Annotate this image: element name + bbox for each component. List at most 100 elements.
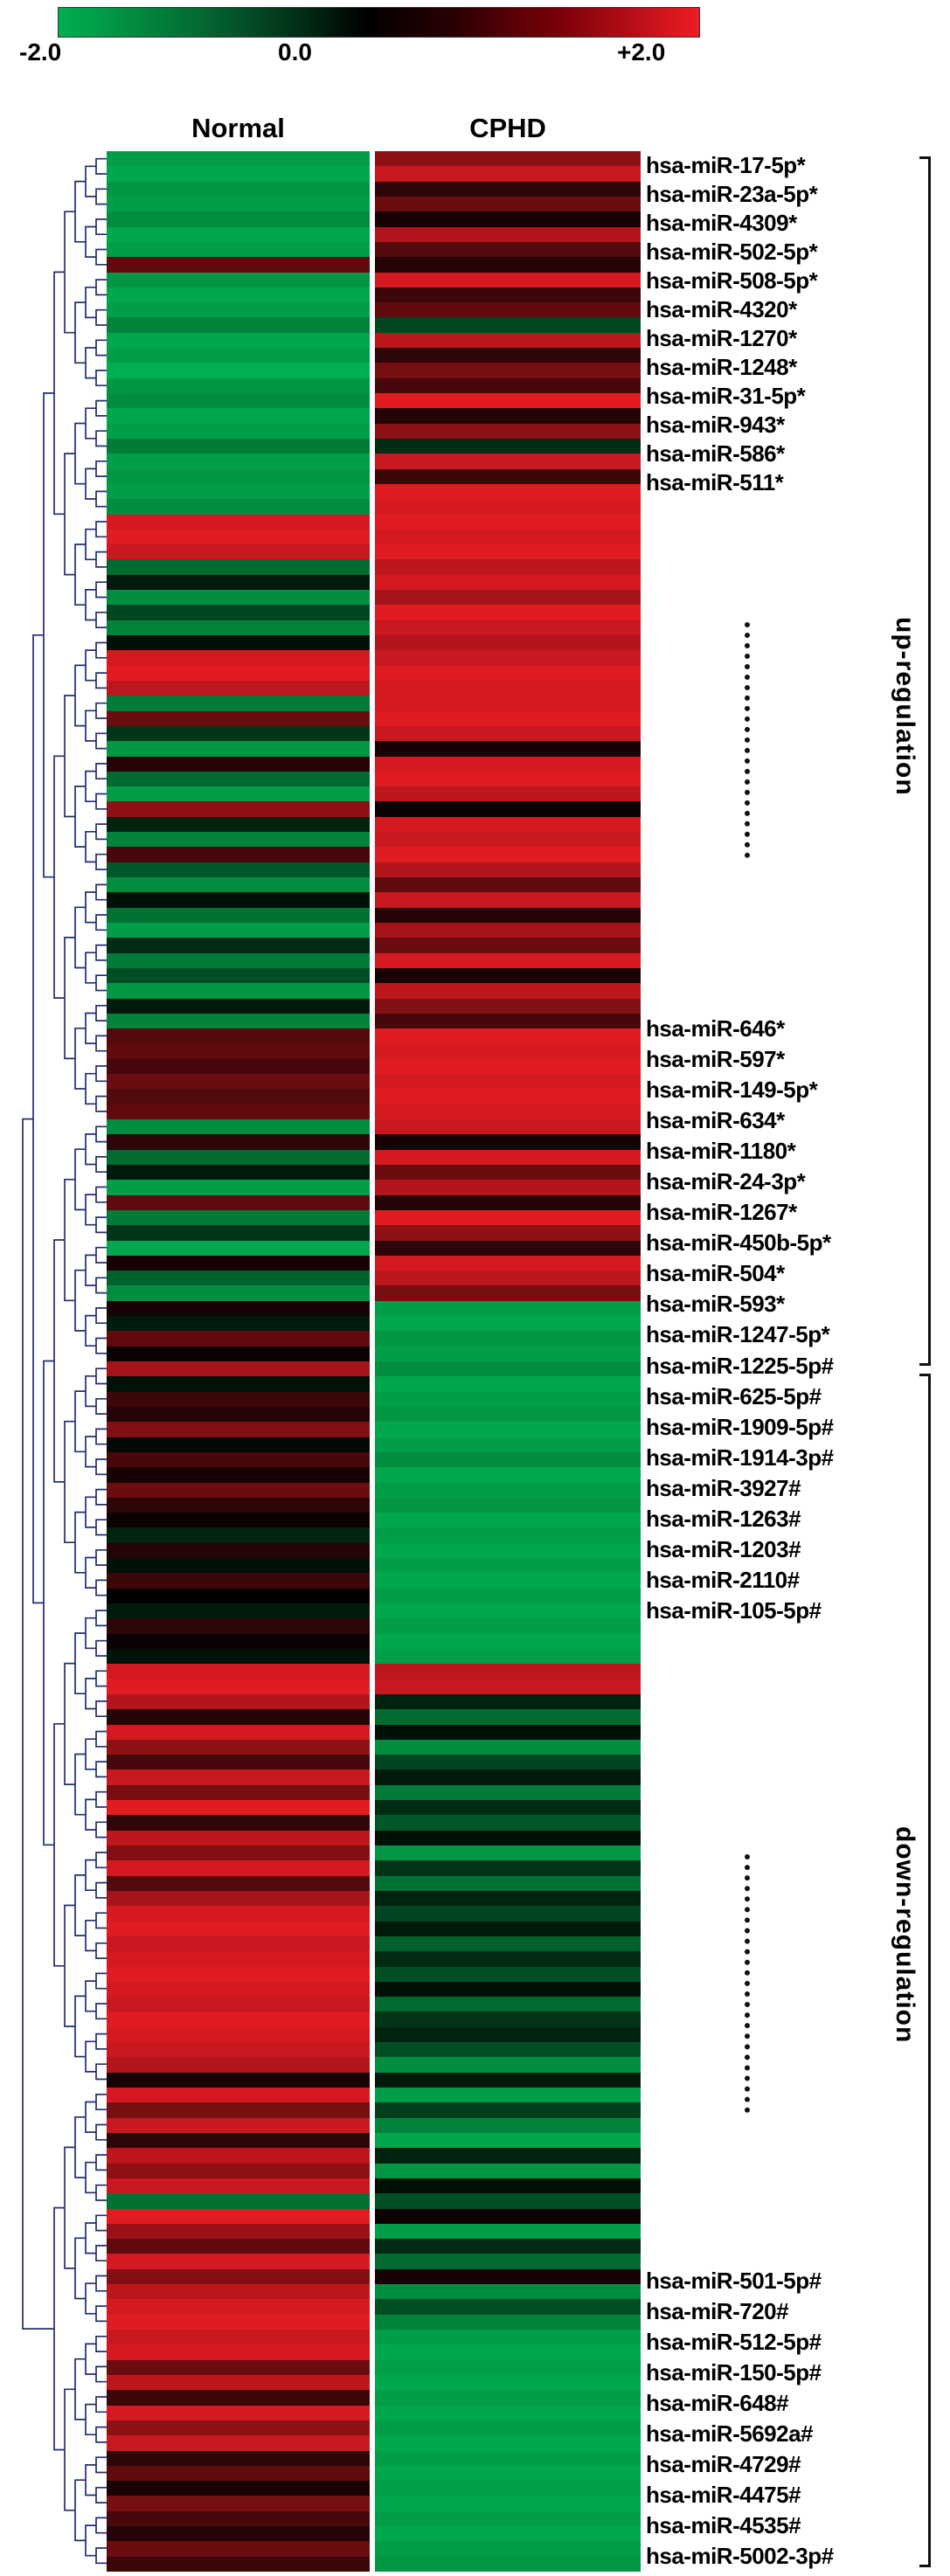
heatmap-row <box>107 907 641 923</box>
column-gap <box>370 710 375 726</box>
heatmap-row <box>107 2541 641 2557</box>
cell-normal <box>107 1437 370 1452</box>
column-gap <box>370 1497 375 1513</box>
cell-normal <box>107 287 370 303</box>
heatmap-row <box>107 1542 641 1559</box>
cell-normal <box>107 1134 370 1150</box>
column-gap <box>370 1119 375 1135</box>
heatmap-row <box>107 1830 641 1845</box>
cell-cphd <box>375 1043 641 1059</box>
heatmap-row <box>107 1406 641 1423</box>
cell-cphd <box>375 2420 641 2436</box>
cell-normal <box>107 771 370 787</box>
cell-cphd <box>375 922 641 938</box>
cell-normal <box>107 393 370 409</box>
column-gap <box>370 2496 375 2511</box>
cell-cphd <box>375 590 641 606</box>
mirna-label: hsa-miR-4535# <box>646 2512 801 2538</box>
heatmap-row <box>107 196 641 212</box>
column-gap <box>370 998 375 1014</box>
cell-normal <box>107 832 370 848</box>
column-gap <box>370 226 375 242</box>
heatmap-row <box>107 1573 641 1589</box>
heatmap-row <box>107 1119 641 1135</box>
cell-normal <box>107 1225 370 1241</box>
heatmap-row <box>107 1195 641 1210</box>
mirna-label: hsa-miR-634* <box>646 1107 785 1133</box>
cell-normal <box>107 2299 370 2315</box>
cell-cphd <box>375 756 641 772</box>
heatmap-row <box>107 332 641 349</box>
cell-normal <box>107 1013 370 1029</box>
cell-cphd <box>375 241 641 258</box>
cell-cphd <box>375 1603 641 1619</box>
column-gap <box>370 2314 375 2330</box>
cell-normal <box>107 1966 370 1982</box>
heatmap-row <box>107 1890 641 1907</box>
heatmap-row <box>107 1391 641 1407</box>
cell-cphd <box>375 1255 641 1271</box>
column-gap <box>370 2330 375 2345</box>
heatmap-row <box>107 1935 641 1952</box>
cell-cphd <box>375 938 641 953</box>
heatmap-row <box>107 317 641 333</box>
cell-normal <box>107 967 370 984</box>
column-gap <box>370 2254 375 2269</box>
cell-cphd <box>375 2481 641 2496</box>
cell-cphd <box>375 1225 641 1241</box>
cell-cphd <box>375 1951 641 1967</box>
mirna-label: hsa-miR-3927# <box>646 1475 801 1501</box>
heatmap-row <box>107 1104 641 1119</box>
cell-normal <box>107 2148 370 2164</box>
heatmap-row <box>107 1013 641 1029</box>
heatmap-row <box>107 1361 641 1377</box>
column-gap <box>370 454 375 469</box>
cell-normal <box>107 241 370 258</box>
cell-cphd <box>375 544 641 560</box>
column-gap <box>370 1588 375 1603</box>
cell-cphd <box>375 151 641 167</box>
cell-normal <box>107 1906 370 1922</box>
heatmap-row <box>107 211 641 227</box>
cell-normal <box>107 1028 370 1044</box>
heatmap-row <box>107 741 641 757</box>
heatmap-row <box>107 544 641 560</box>
cell-cphd <box>375 1664 641 1679</box>
column-gap <box>370 166 375 182</box>
heatmap-row <box>107 816 641 833</box>
cell-normal <box>107 454 370 469</box>
column-gap <box>370 2359 375 2375</box>
column-gap <box>370 1830 375 1845</box>
heatmap-row <box>107 2117 641 2133</box>
heatmap-row <box>107 2496 641 2511</box>
column-gap <box>370 1679 375 1694</box>
cell-cphd <box>375 816 641 833</box>
cell-normal <box>107 620 370 635</box>
cell-cphd <box>375 1134 641 1150</box>
heatmap-row <box>107 2390 641 2406</box>
column-gap <box>370 1437 375 1452</box>
cell-cphd <box>375 1709 641 1725</box>
heatmap-row <box>107 1149 641 1165</box>
cell-normal <box>107 1043 370 1059</box>
column-gap <box>370 1769 375 1785</box>
column-gap <box>370 1240 375 1256</box>
cell-cphd <box>375 514 641 530</box>
cell-cphd <box>375 1906 641 1922</box>
heatmap-row <box>107 2026 641 2043</box>
column-gap <box>370 2088 375 2103</box>
heatmap-row <box>107 1089 641 1104</box>
column-gap <box>370 2057 375 2073</box>
heatmap-row <box>107 1815 641 1831</box>
mirna-label: hsa-miR-150-5p# <box>646 2359 822 2386</box>
cell-cphd <box>375 499 641 515</box>
column-gap <box>370 1451 375 1468</box>
cell-normal <box>107 1240 370 1256</box>
cell-cphd <box>375 1180 641 1195</box>
heatmap-row <box>107 1497 641 1513</box>
column-gap <box>370 1815 375 1831</box>
heatmap-row <box>107 665 641 681</box>
column-gap <box>370 2344 375 2360</box>
column-gap <box>370 1467 375 1483</box>
cell-normal <box>107 650 370 666</box>
